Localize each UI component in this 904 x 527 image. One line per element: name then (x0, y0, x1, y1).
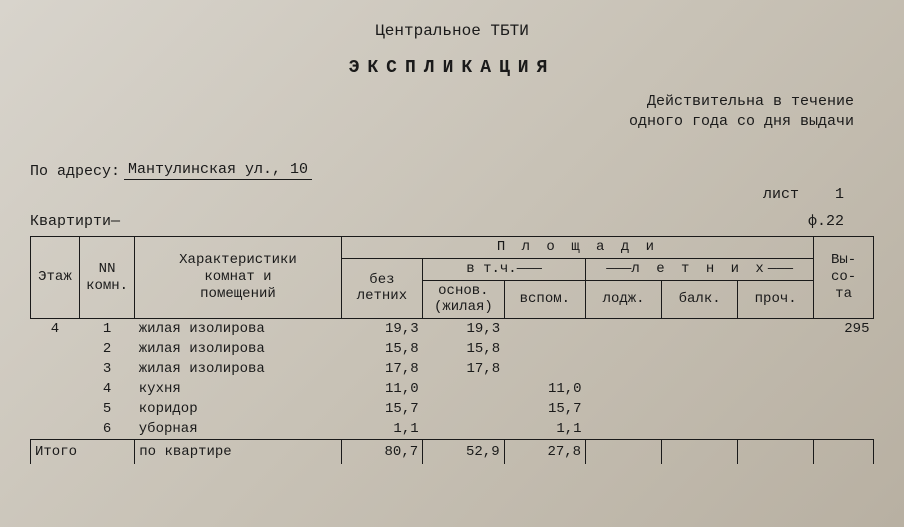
cell-height (814, 359, 874, 379)
th-floor: Этаж (31, 237, 80, 319)
cell-bal (662, 399, 738, 419)
org-name: Центральное ТБТИ (30, 22, 874, 40)
th-osnov: основ.(жилая) (423, 280, 504, 319)
cell-pro (738, 319, 814, 340)
sheet-number: 1 (835, 186, 844, 203)
th-areas: П л о щ а д и (341, 237, 814, 259)
cell-osn: 19,3 (423, 319, 504, 340)
cell-lod (586, 339, 662, 359)
table-row: 2жилая изолирова15,815,8 (31, 339, 874, 359)
cell-vsp (504, 339, 585, 359)
cell-bez: 19,3 (341, 319, 422, 340)
totals-bez: 80,7 (341, 440, 422, 465)
th-bez-letnih: безлетних (341, 258, 422, 318)
th-height: Вы-со-та (814, 237, 874, 319)
cell-room-no: 2 (79, 339, 134, 359)
totals-vsp: 27,8 (504, 440, 585, 465)
totals-scope: по квартире (135, 440, 341, 465)
table-row: 6уборная1,11,1 (31, 419, 874, 440)
cell-desc: жилая изолирова (135, 359, 341, 379)
cell-floor: 4 (31, 319, 80, 340)
totals-row: Итого по квартире 80,7 52,9 27,8 (31, 440, 874, 465)
cell-vsp (504, 319, 585, 340)
cell-osn (423, 399, 504, 419)
address-label: По адресу: (30, 163, 120, 180)
table-row: 4кухня11,011,0 (31, 379, 874, 399)
cell-osn (423, 379, 504, 399)
doc-title: ЭКСПЛИКАЦИЯ (30, 58, 874, 78)
cell-bal (662, 419, 738, 440)
cell-room-no: 5 (79, 399, 134, 419)
cell-pro (738, 339, 814, 359)
cell-desc: уборная (135, 419, 341, 440)
table-row: 5коридор15,715,7 (31, 399, 874, 419)
cell-floor (31, 419, 80, 440)
cell-lod (586, 419, 662, 440)
cell-vsp: 1,1 (504, 419, 585, 440)
cell-lod (586, 399, 662, 419)
cell-bez: 1,1 (341, 419, 422, 440)
cell-pro (738, 399, 814, 419)
cell-room-no: 6 (79, 419, 134, 440)
totals-osn: 52,9 (423, 440, 504, 465)
cell-bez: 11,0 (341, 379, 422, 399)
th-room-no: NNкомн. (79, 237, 134, 319)
table-row: 3жилая изолирова17,817,8 (31, 359, 874, 379)
cell-desc: жилая изолирова (135, 319, 341, 340)
cell-bal (662, 339, 738, 359)
th-balk: балк. (662, 280, 738, 319)
kvartir-label: Квартирти— (30, 213, 120, 230)
cell-desc: жилая изолирова (135, 339, 341, 359)
cell-height: 295 (814, 319, 874, 340)
cell-lod (586, 379, 662, 399)
validity-line-1: Действительна в течение (30, 92, 854, 112)
cell-desc: коридор (135, 399, 341, 419)
cell-lod (586, 359, 662, 379)
cell-vsp: 15,7 (504, 399, 585, 419)
cell-osn (423, 419, 504, 440)
cell-pro (738, 359, 814, 379)
cell-floor (31, 339, 80, 359)
cell-bez: 15,8 (341, 339, 422, 359)
th-lodj: лодж. (586, 280, 662, 319)
cell-room-no: 3 (79, 359, 134, 379)
cell-bal (662, 319, 738, 340)
cell-bez: 15,7 (341, 399, 422, 419)
cell-osn: 17,8 (423, 359, 504, 379)
cell-bal (662, 359, 738, 379)
sheet-label: лист (763, 186, 799, 203)
cell-room-no: 1 (79, 319, 134, 340)
cell-floor (31, 379, 80, 399)
cell-pro (738, 379, 814, 399)
cell-room-no: 4 (79, 379, 134, 399)
cell-vsp (504, 359, 585, 379)
th-vspom: вспом. (504, 280, 585, 319)
cell-osn: 15,8 (423, 339, 504, 359)
cell-bal (662, 379, 738, 399)
cell-desc: кухня (135, 379, 341, 399)
cell-bez: 17,8 (341, 359, 422, 379)
th-characteristics: Характеристикикомнат ипомещений (135, 237, 341, 319)
form-code: ф.22 (808, 213, 844, 230)
th-vtch: в т.ч.——— (423, 258, 586, 280)
cell-height (814, 339, 874, 359)
explication-table: Этаж NNкомн. Характеристикикомнат ипомещ… (30, 236, 874, 464)
cell-floor (31, 399, 80, 419)
cell-floor (31, 359, 80, 379)
cell-height (814, 419, 874, 440)
totals-label: Итого (31, 440, 135, 465)
table-row: 41жилая изолирова19,319,3295 (31, 319, 874, 340)
th-proch: проч. (738, 280, 814, 319)
address-value: Мантулинская ул., 10 (124, 161, 312, 180)
cell-vsp: 11,0 (504, 379, 585, 399)
th-letnih: ———л е т н и х——— (586, 258, 814, 280)
cell-lod (586, 319, 662, 340)
validity-line-2: одного года со дня выдачи (30, 112, 854, 132)
cell-pro (738, 419, 814, 440)
cell-height (814, 399, 874, 419)
cell-height (814, 379, 874, 399)
